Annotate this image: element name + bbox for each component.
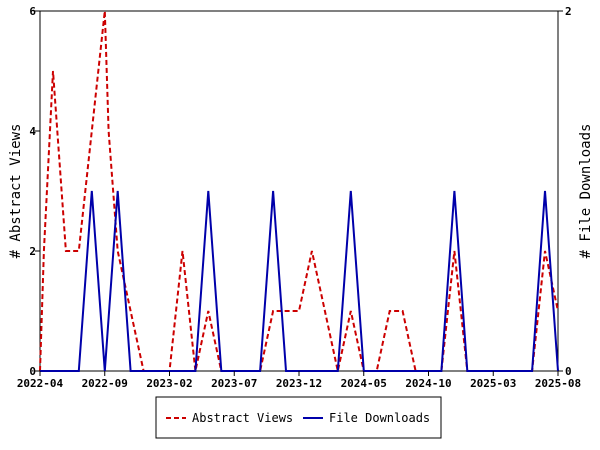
x-tick-label: 2022-04	[17, 377, 64, 390]
series-line-file-downloads	[40, 190, 559, 372]
x-tick-label: 2023-12	[276, 377, 322, 390]
series-layer	[39, 10, 559, 372]
y-axis-right-title: # File Downloads	[578, 124, 594, 259]
y-axis-left-title: # Abstract Views	[8, 124, 24, 259]
x-tick-label: 2025-03	[470, 377, 516, 390]
y-right-tick-label: 2	[565, 5, 572, 18]
y-left-tick-label: 2	[29, 245, 36, 258]
legend-label-abstract-views: Abstract Views	[192, 411, 293, 425]
y-left-tick-label: 4	[29, 125, 36, 138]
y-left-tick-label: 0	[29, 365, 36, 378]
x-tick-label: 2023-02	[146, 377, 192, 390]
x-tick-label: 2024-05	[341, 377, 387, 390]
x-tick-label: 2023-07	[211, 377, 257, 390]
legend-box	[155, 396, 442, 439]
x-tick-label: 2024-10	[405, 377, 451, 390]
y-left-tick-label: 6	[29, 5, 36, 18]
legend-label-file-downloads: File Downloads	[329, 411, 430, 425]
tick-layer: 2022-04 2022-09 2023-02 2023-07 2023-12 2024-…	[17, 5, 581, 390]
x-tick-label: 2022-09	[82, 377, 128, 390]
y-right-tick-label: 0	[565, 365, 572, 378]
legend: Abstract Views File Downloads	[155, 396, 442, 439]
x-tick-label: 2025-08	[535, 377, 581, 390]
